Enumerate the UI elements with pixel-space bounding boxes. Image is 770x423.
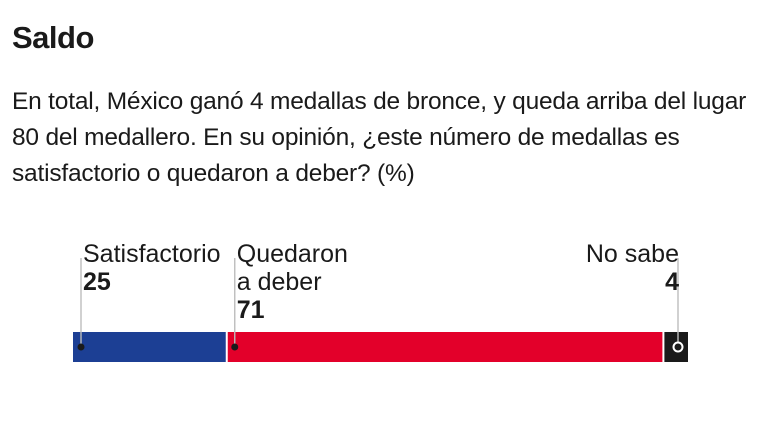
survey-question: En total, México ganó 4 medallas de bron… — [12, 88, 747, 187]
marker-quedaron-a-deber — [231, 343, 239, 351]
marker-satisfactorio — [77, 343, 85, 351]
bar-segment-quedaron-a-deber — [226, 332, 664, 362]
segment-separator — [662, 332, 665, 362]
category-label-quedaron-a-deber: a deber — [237, 268, 322, 296]
segment-separator — [225, 332, 228, 362]
chart-title: Saldo — [12, 20, 94, 55]
category-label-no-sabe: No sabe — [586, 240, 679, 268]
value-label-satisfactorio: 25 — [83, 268, 111, 296]
bar-segment-satisfactorio — [73, 332, 227, 362]
marker-no-sabe — [672, 341, 684, 353]
value-label-no-sabe: 4 — [665, 268, 679, 296]
category-label-satisfactorio: Satisfactorio — [83, 240, 221, 268]
category-label-quedaron-a-deber: Quedaron — [237, 240, 348, 268]
value-label-quedaron-a-deber: 71 — [237, 296, 265, 324]
